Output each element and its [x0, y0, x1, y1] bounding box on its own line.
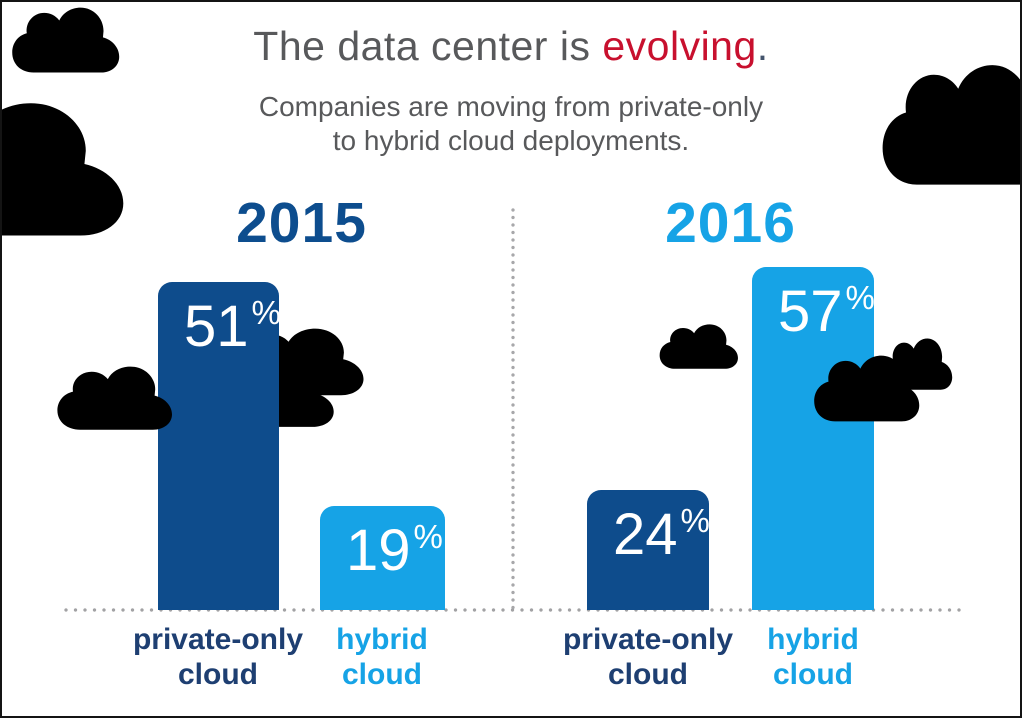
label-2015-private-only: private-only cloud: [132, 623, 304, 691]
page-title: The data center is evolving.: [2, 24, 1020, 68]
cloud-icon: [12, 7, 120, 73]
cloud-icon: [882, 65, 1020, 185]
label-2016-private-only: private-only cloud: [562, 623, 734, 691]
bar-value: 57%: [778, 279, 875, 344]
label-2016-hybrid: hybrid cloud: [767, 623, 859, 691]
bar-2016-private-only: 24%: [587, 490, 710, 610]
bar-2015-private-only: 51%: [158, 282, 281, 610]
year-heading-2016: 2016: [665, 191, 796, 255]
label-2015-hybrid: hybrid cloud: [336, 623, 428, 691]
cloud-icon: [814, 355, 920, 422]
percent-sign: %: [251, 294, 281, 331]
year-heading-2015: 2015: [236, 191, 367, 255]
bar-value: 19%: [346, 518, 443, 583]
bar-value: 24%: [613, 502, 710, 567]
axis-baseline-dotted-line: [64, 608, 964, 612]
cloud-icon: [57, 366, 172, 430]
percent-sign: %: [413, 518, 443, 555]
cloud-icon: [659, 324, 738, 369]
page-subtitle: Companies are moving from private-only t…: [2, 90, 1020, 158]
bar-2016-hybrid: 57%: [752, 267, 875, 610]
title-period: .: [756, 23, 769, 69]
title-prefix: The data center is: [253, 23, 603, 69]
subtitle-line-2: to hybrid cloud deployments.: [332, 125, 690, 156]
percent-sign: %: [680, 502, 710, 539]
subtitle-line-1: Companies are moving from private-only: [258, 91, 764, 122]
bar-2015-hybrid: 19%: [320, 506, 445, 610]
group-divider-dotted-line: [511, 207, 515, 610]
percent-sign: %: [845, 279, 875, 316]
title-highlight: evolving: [602, 23, 757, 69]
bar-value: 51%: [184, 294, 281, 359]
cloud-icon: [2, 103, 124, 236]
